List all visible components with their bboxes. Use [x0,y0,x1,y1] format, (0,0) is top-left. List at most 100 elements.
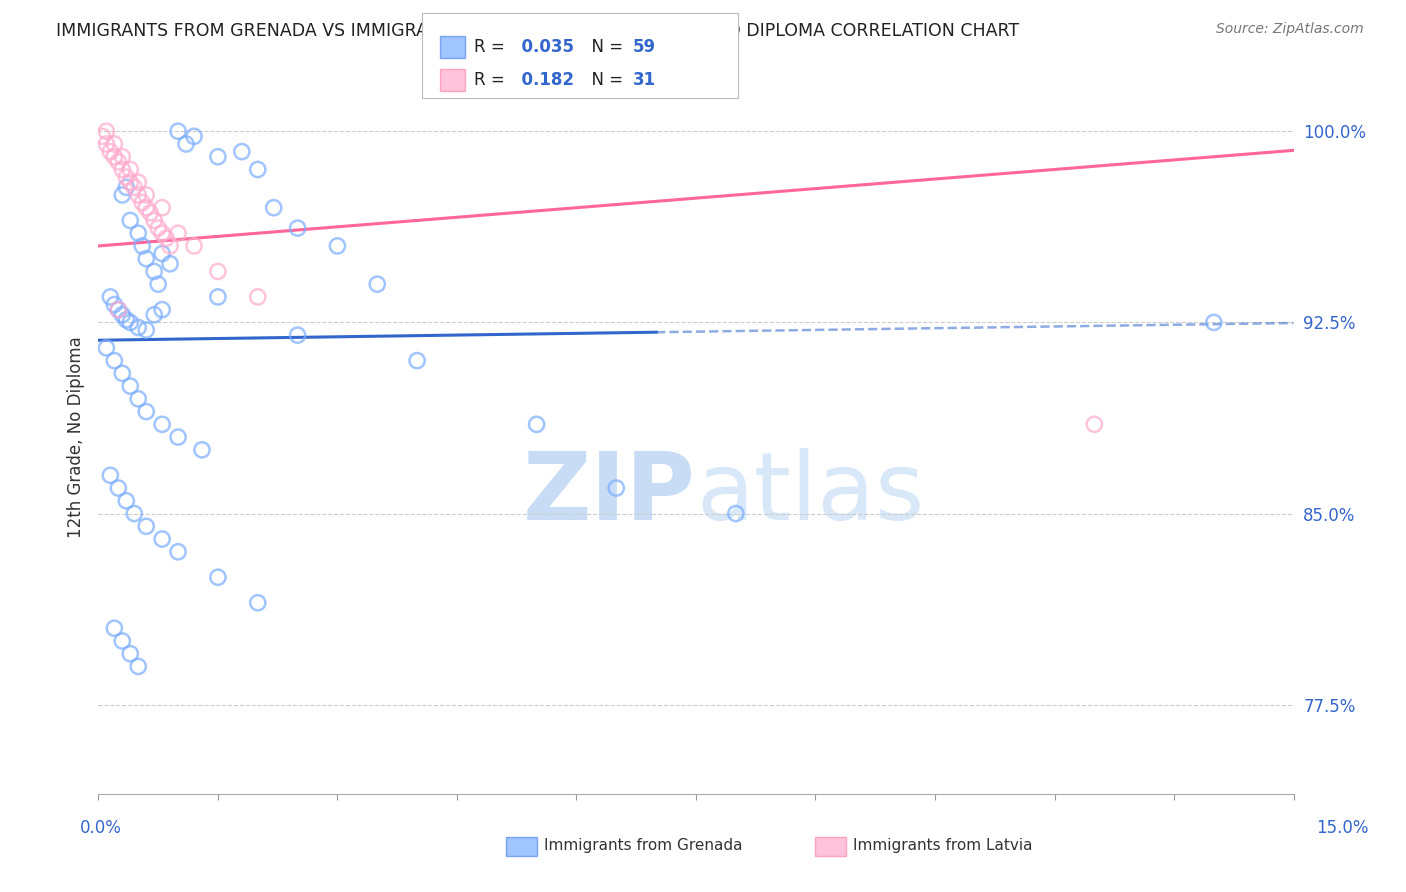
Point [150,201,173,215]
Point [103,297,125,311]
Point [98,145,122,159]
Point [103,150,125,164]
Text: N =: N = [581,71,628,89]
Text: R =: R = [474,71,510,89]
Point [120,175,142,189]
Text: 0.182: 0.182 [510,71,575,89]
Point [174,136,197,151]
Point [150,246,173,260]
Point [111,162,134,177]
Point [124,507,146,521]
Point [143,264,166,278]
Point [246,162,269,177]
Text: 0.0%: 0.0% [80,819,122,837]
Point [124,180,146,194]
Point [127,320,149,334]
Point [135,404,157,418]
Point [115,180,138,194]
Point [139,206,162,220]
Text: IMMIGRANTS FROM GRENADA VS IMMIGRANTS FROM LATVIA 12TH GRADE, NO DIPLOMA CORRELA: IMMIGRANTS FROM GRENADA VS IMMIGRANTS FR… [56,22,1019,40]
Point [127,175,149,189]
Point [167,124,190,138]
Point [148,277,170,292]
Point [103,621,125,635]
Point [98,290,122,304]
Point [127,392,149,406]
Point [150,302,173,317]
Point [287,328,309,343]
Point [155,231,177,245]
Point [366,277,388,292]
Text: Source: ZipAtlas.com: Source: ZipAtlas.com [1216,22,1364,37]
Point [135,252,157,266]
Point [96,124,118,138]
Point [159,239,181,253]
Point [107,302,129,317]
Point [287,221,309,235]
Point [207,570,229,584]
Point [135,519,157,533]
Text: R =: R = [474,37,510,55]
Point [135,201,157,215]
Point [131,195,153,210]
Point [120,213,142,227]
Point [120,379,142,393]
Point [326,239,349,253]
Point [111,634,134,648]
Point [159,257,181,271]
Point [1083,417,1105,432]
Point [115,493,138,508]
Point [231,145,253,159]
Point [150,417,173,432]
Point [605,481,627,495]
Point [107,302,129,317]
Point [207,290,229,304]
Point [127,188,149,202]
Point [183,129,205,144]
Text: ZIP: ZIP [523,448,696,541]
Text: N =: N = [581,37,628,55]
Point [111,150,134,164]
Point [111,308,134,322]
Point [96,341,118,355]
Point [150,226,173,240]
Text: Immigrants from Latvia: Immigrants from Latvia [853,838,1033,853]
Point [120,315,142,329]
Point [107,481,129,495]
Point [167,430,190,444]
Point [143,213,166,227]
Text: atlas: atlas [696,448,924,541]
Point [263,201,285,215]
Text: 0.035: 0.035 [510,37,575,55]
Point [724,507,747,521]
Point [96,136,118,151]
Point [148,221,170,235]
Point [135,323,157,337]
Point [150,532,173,546]
Point [191,442,214,457]
Text: 59: 59 [633,37,655,55]
Point [115,313,138,327]
Point [103,136,125,151]
Point [167,226,190,240]
Text: 31: 31 [633,71,655,89]
Point [135,188,157,202]
Y-axis label: 12th Grade, No Diploma: 12th Grade, No Diploma [66,336,84,538]
Point [207,150,229,164]
Point [107,154,129,169]
Point [111,367,134,381]
Point [127,659,149,673]
Point [98,468,122,483]
Point [91,129,114,144]
Point [120,162,142,177]
Point [115,170,138,185]
Point [143,308,166,322]
Point [406,353,429,368]
Point [246,596,269,610]
Point [127,226,149,240]
Text: Immigrants from Grenada: Immigrants from Grenada [544,838,742,853]
Point [246,290,269,304]
Point [526,417,548,432]
Point [111,188,134,202]
Point [183,239,205,253]
